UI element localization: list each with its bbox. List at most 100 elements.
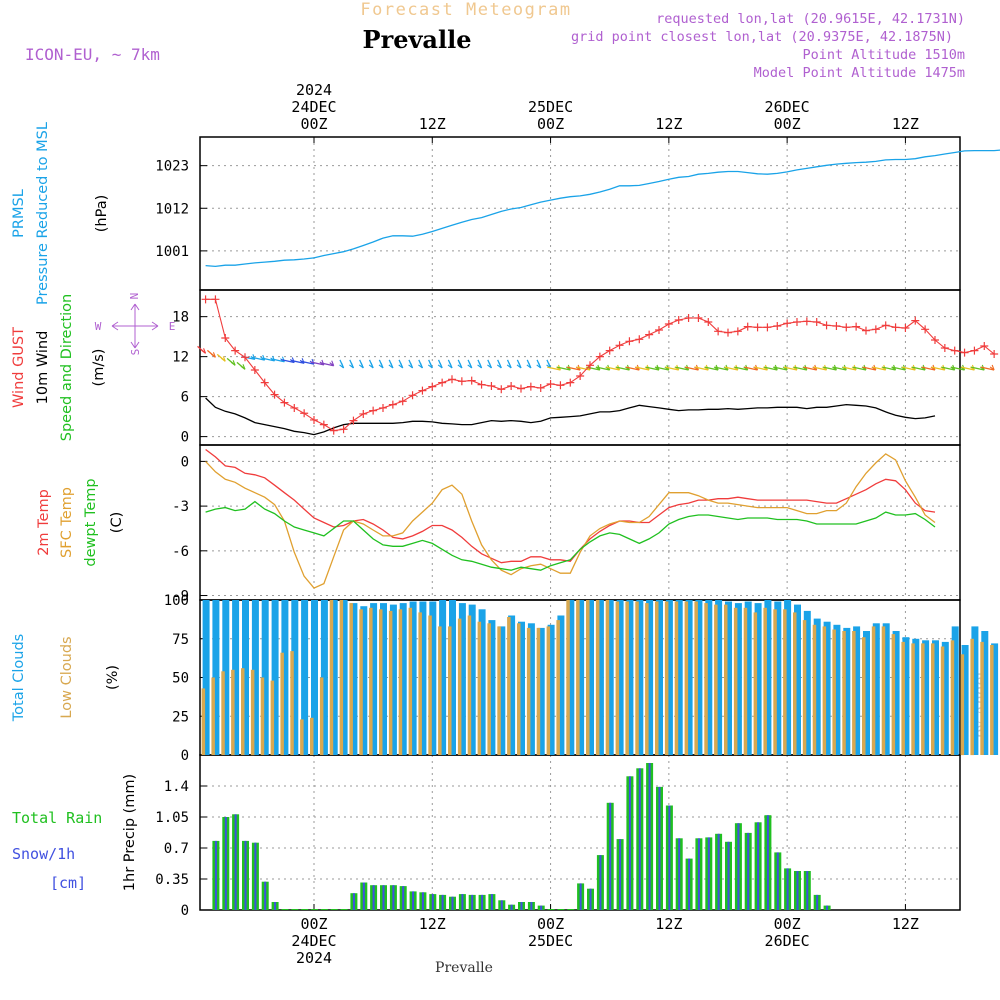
panel-label-temp: (C) <box>109 512 125 533</box>
wind-gust-marker <box>556 381 565 390</box>
total-cloud-bar <box>557 615 565 755</box>
low-cloud-bar <box>655 601 659 755</box>
top-time-label: 25DEC <box>528 98 573 116</box>
total-cloud-bar <box>320 600 328 755</box>
wind-gust-marker <box>704 317 713 326</box>
wind-direction-arrow <box>290 359 305 364</box>
low-cloud-bar <box>379 609 383 755</box>
low-cloud-bar <box>773 609 777 755</box>
low-cloud-bar <box>349 603 353 755</box>
low-cloud-bar <box>615 601 620 755</box>
snow-bar <box>579 883 582 910</box>
compass-south: S <box>129 349 142 356</box>
wind-arrowhead <box>408 362 414 369</box>
total-cloud-bar <box>961 645 969 755</box>
low-cloud-bar <box>448 626 452 755</box>
wind-arrowhead <box>230 360 236 366</box>
wind-arrowhead <box>477 362 483 369</box>
wind-arrowhead <box>349 362 354 369</box>
low-cloud-bar <box>467 615 472 755</box>
low-cloud-bar <box>980 641 984 755</box>
wind-direction-arrow <box>803 366 817 371</box>
total-cloud-bar <box>754 603 762 755</box>
low-cloud-bar <box>477 621 482 755</box>
snow-bar <box>481 894 484 910</box>
wind-gust-marker <box>792 317 801 326</box>
wind-direction-arrow <box>961 366 975 371</box>
total-cloud-bar <box>646 600 654 755</box>
low-cloud-bar <box>990 645 994 755</box>
wind-gust-marker <box>339 425 348 434</box>
snow-bar <box>648 763 651 910</box>
snow-bar <box>589 888 592 910</box>
total-cloud-bar <box>251 600 259 755</box>
wind-gust-marker <box>536 383 545 392</box>
y-tick-label: 25 <box>172 709 189 725</box>
wind-arrowhead <box>516 362 522 369</box>
bottom-time-label: 00Z <box>537 915 564 933</box>
total-cloud-bar <box>587 600 594 755</box>
wind-arrowhead <box>329 360 335 367</box>
wind-gust-marker <box>329 426 338 435</box>
total-cloud-bar <box>685 600 693 755</box>
wind-direction-arrow <box>310 361 324 366</box>
low-cloud-bar <box>526 627 531 755</box>
compass-west: W <box>95 320 102 333</box>
snow-bar <box>609 802 612 910</box>
wind-direction-arrow <box>261 357 275 362</box>
wind-gust-marker <box>960 348 969 357</box>
wind-gust-marker <box>546 379 555 388</box>
total-cloud-bar <box>872 623 880 756</box>
snow-bar <box>678 838 681 910</box>
low-cloud-bar <box>408 607 413 756</box>
low-cloud-bar <box>793 612 797 755</box>
total-cloud-bar <box>222 600 230 755</box>
point-altitude: Point Altitude 1510m <box>802 47 965 63</box>
total-cloud-bar <box>823 621 831 755</box>
wind-arrowhead <box>467 362 473 369</box>
total-cloud-bar <box>508 615 516 755</box>
wind-gust-marker <box>635 335 644 344</box>
low-cloud-bar <box>743 607 748 756</box>
wind-gust-marker <box>723 328 732 337</box>
low-cloud-bar <box>270 680 275 755</box>
snow-bar <box>461 894 464 910</box>
low-cloud-bar <box>714 604 718 755</box>
bottom-time-label: 00Z <box>300 915 327 933</box>
snow-bar <box>757 822 760 910</box>
low-cloud-bar <box>940 646 945 755</box>
wind-gust-marker <box>861 326 870 335</box>
total-cloud-bar <box>675 600 683 755</box>
low-cloud-bar <box>891 634 896 755</box>
low-cloud-bar <box>398 609 403 755</box>
panel-label-wind: Wind GUST <box>11 327 27 408</box>
total-cloud-bar <box>419 601 427 755</box>
panel-label-pressure: Pressure Reduced to MSL <box>35 122 51 305</box>
wind-arrowhead <box>201 348 207 354</box>
snow-bar <box>688 858 691 910</box>
y-tick-label: 1.4 <box>164 779 189 795</box>
wind-gust-marker <box>408 391 417 400</box>
snow-bar <box>382 885 385 910</box>
low-cloud-bar <box>388 610 393 755</box>
snow-bar <box>520 902 523 910</box>
total-cloud-bar <box>922 640 930 755</box>
low-cloud-bar <box>664 601 669 755</box>
wind-gust-marker <box>250 365 259 374</box>
low-cloud-bar <box>970 638 974 756</box>
total-cloud-bar <box>695 600 703 755</box>
wind-direction-arrow <box>704 366 719 371</box>
total-cloud-bar <box>291 600 299 755</box>
total-cloud-bar <box>971 626 979 755</box>
total-cloud-bar <box>340 600 348 755</box>
snow-bar <box>421 892 424 910</box>
total-cloud-bar <box>665 600 673 755</box>
top-time-label: 00Z <box>300 115 327 133</box>
bottom-time-label: 12Z <box>655 915 682 933</box>
snow-bar <box>619 839 622 910</box>
total-cloud-bar <box>892 631 900 755</box>
y-tick-label: 6 <box>181 390 189 406</box>
model-label: ICON-EU, ~ 7km <box>25 45 160 64</box>
low-cloud-bar <box>960 654 965 756</box>
wind-direction-arrow <box>547 366 561 371</box>
